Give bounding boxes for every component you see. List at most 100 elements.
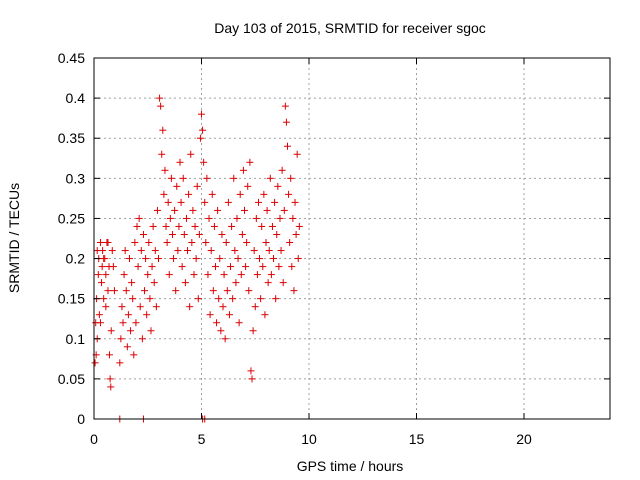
data-points bbox=[91, 94, 303, 423]
data-point bbox=[213, 319, 221, 327]
data-point bbox=[167, 174, 175, 182]
y-tick-label: 0.2 bbox=[66, 251, 86, 267]
data-point bbox=[257, 295, 265, 303]
data-point bbox=[236, 190, 244, 198]
data-point bbox=[266, 174, 274, 182]
data-point bbox=[120, 271, 128, 279]
data-point bbox=[249, 327, 257, 335]
data-point bbox=[263, 206, 271, 214]
data-point bbox=[137, 247, 145, 255]
data-point bbox=[135, 214, 143, 222]
data-point bbox=[100, 295, 108, 303]
data-point bbox=[242, 263, 250, 271]
x-tick-label: 20 bbox=[516, 431, 532, 447]
data-point bbox=[99, 247, 107, 255]
data-point bbox=[258, 222, 266, 230]
data-point bbox=[204, 271, 212, 279]
data-point bbox=[277, 247, 285, 255]
data-point bbox=[272, 295, 280, 303]
data-point bbox=[202, 239, 210, 247]
data-point bbox=[106, 375, 114, 383]
data-point bbox=[170, 255, 178, 263]
data-point bbox=[265, 247, 273, 255]
data-point bbox=[215, 295, 223, 303]
data-point bbox=[287, 174, 295, 182]
data-point bbox=[191, 222, 199, 230]
data-point bbox=[146, 295, 154, 303]
data-point bbox=[201, 198, 209, 206]
data-point bbox=[108, 247, 116, 255]
data-point bbox=[193, 182, 201, 190]
data-point bbox=[247, 367, 255, 375]
data-point bbox=[182, 214, 190, 222]
chart-title: Day 103 of 2015, SRMTID for receiver sgo… bbox=[214, 20, 486, 36]
data-point bbox=[274, 182, 282, 190]
data-point bbox=[275, 263, 283, 271]
data-point bbox=[254, 198, 262, 206]
data-point bbox=[222, 239, 230, 247]
data-point bbox=[282, 118, 290, 126]
data-point bbox=[164, 198, 172, 206]
data-point bbox=[94, 271, 102, 279]
data-point bbox=[148, 263, 156, 271]
data-point bbox=[220, 271, 228, 279]
data-point bbox=[119, 319, 127, 327]
data-point bbox=[238, 230, 246, 238]
data-point bbox=[144, 271, 152, 279]
data-point bbox=[251, 303, 259, 311]
data-point bbox=[262, 239, 270, 247]
data-point bbox=[96, 239, 104, 247]
data-point bbox=[147, 327, 155, 335]
data-point bbox=[246, 158, 254, 166]
data-point bbox=[270, 255, 278, 263]
data-point bbox=[224, 198, 232, 206]
data-point bbox=[156, 94, 164, 102]
data-point bbox=[278, 166, 286, 174]
data-point bbox=[216, 255, 224, 263]
data-point bbox=[176, 158, 184, 166]
data-point bbox=[132, 319, 140, 327]
data-point bbox=[173, 182, 181, 190]
data-point bbox=[267, 271, 275, 279]
data-point bbox=[235, 319, 243, 327]
data-point bbox=[171, 206, 179, 214]
data-point bbox=[250, 247, 258, 255]
data-point bbox=[208, 190, 216, 198]
data-point bbox=[155, 255, 162, 263]
data-point bbox=[161, 166, 169, 174]
data-point bbox=[291, 198, 299, 206]
data-point bbox=[284, 142, 291, 150]
data-point bbox=[276, 214, 284, 222]
data-point bbox=[102, 271, 110, 279]
data-point bbox=[294, 255, 302, 263]
data-point bbox=[166, 214, 174, 222]
data-point bbox=[217, 327, 225, 335]
data-point bbox=[231, 247, 239, 255]
data-point bbox=[281, 102, 289, 110]
data-point bbox=[286, 239, 294, 247]
data-point bbox=[245, 287, 253, 295]
data-point bbox=[133, 222, 141, 230]
data-point bbox=[252, 214, 260, 222]
y-tick-label: 0.25 bbox=[58, 210, 85, 226]
data-point bbox=[179, 174, 187, 182]
data-point bbox=[109, 263, 117, 271]
data-point bbox=[203, 174, 211, 182]
data-point bbox=[143, 311, 151, 319]
data-point bbox=[180, 230, 188, 238]
data-point bbox=[237, 271, 245, 279]
data-point bbox=[142, 255, 150, 263]
data-point bbox=[232, 279, 240, 287]
data-point bbox=[199, 126, 207, 134]
data-point bbox=[225, 311, 233, 319]
data-point bbox=[157, 102, 165, 110]
data-point bbox=[104, 287, 112, 295]
x-tick-label: 5 bbox=[198, 431, 206, 447]
x-axis-label: GPS time / hours bbox=[297, 458, 404, 474]
data-point bbox=[152, 303, 160, 311]
data-point bbox=[228, 222, 236, 230]
data-point bbox=[139, 230, 147, 238]
data-point bbox=[125, 255, 133, 263]
data-point bbox=[187, 150, 195, 158]
tick-labels: 0 0.05 0.1 0.15 0.2 0.25 0.3 0.35 0.4 0.45 0 5 10 15 2… bbox=[58, 50, 532, 447]
